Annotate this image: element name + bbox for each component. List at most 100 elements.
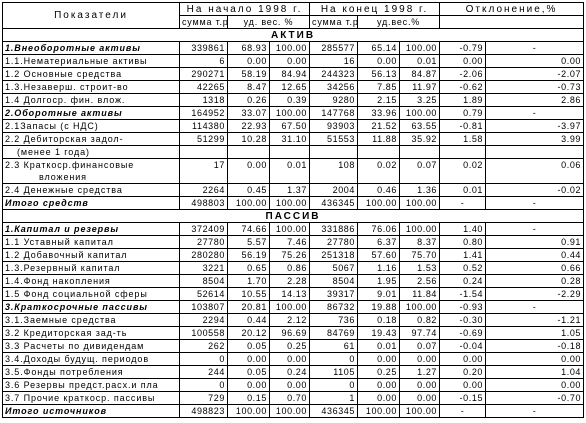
row-label: 1.Капитал и резервы [2,222,180,236]
cell-value: 0.00 [357,378,401,392]
cell-value: 0.18 [357,313,401,327]
cell-value: 0.44 [485,248,585,262]
table-row: 3.2 Кредиторская зад-ть 100558 20.12 96.69 8… [2,326,585,340]
cell-value: 498803 [179,196,228,210]
cell-value: 6 [179,54,228,68]
cell-value [227,145,270,159]
row-label: 3.7 Прочие краткоср. пассивы [2,391,180,405]
cell-value: 3221 [179,261,228,275]
cell-value: 1.05 [485,326,585,340]
cell-value: 100.00 [268,404,311,418]
cell-value: 1.58 [439,132,487,146]
table-row: Итого источников 498823 100.00 100.00 436345… [2,404,585,418]
cell-value: 372409 [179,222,228,236]
cell-value [439,145,487,159]
cell-value: 100.00 [357,196,401,210]
cell-value: 84.94 [268,67,311,81]
cell-value: - [485,222,585,236]
row-label: 3.5.Фонды потребления [2,365,180,379]
cell-value: 0.70 [268,391,311,405]
row-label: 1.1 Уставный капитал [2,235,180,249]
cell-value: 17 [179,158,228,171]
table-row: 1.2 Основные средства 290271 58.19 84.94 244… [2,67,585,81]
cell-value: 498823 [179,404,228,418]
cell-value: 100.00 [268,106,311,120]
cell-value: -0.02 [485,183,585,197]
cell-value: 0.00 [357,391,401,405]
cell-value: 0.44 [227,313,270,327]
cell-value: 31.10 [268,132,311,146]
table-row: 1.4 Долгоср. фин. влож. 1318 0.26 0.39 9280 2… [2,93,585,107]
table-row: 2.Оборотные активы 164952 33.07 100.00 14776… [2,106,585,120]
header-indicators: Показатели [2,2,180,29]
cell-value: 12.65 [268,80,311,94]
cell-value: 33.96 [357,106,401,120]
cell-value [227,171,270,184]
cell-value: -0.04 [439,339,487,353]
row-label: 2.1Запасы (с НДС) [2,119,180,133]
cell-value: 0.00 [227,352,270,366]
cell-value: 84769 [309,326,359,340]
table-row: 1.Внеоборотные активы 339861 68.93 100.00 28… [2,41,585,55]
cell-value: 0.26 [227,93,270,107]
cell-value: 0 [179,378,228,392]
cell-value [399,171,441,184]
cell-value: 0.00 [485,378,585,392]
cell-value: 285577 [309,41,359,55]
table-row: 2.1Запасы (с НДС) 114380 22.93 67.50 93903 21… [2,119,585,133]
cell-value: 84.87 [399,67,441,81]
cell-value: -0.15 [439,391,487,405]
cell-value: - [439,404,487,418]
table-row: 1.4.Фонд накопления 8504 1.70 2.28 8504 1.95 2… [2,274,585,288]
cell-value: 0.82 [399,313,441,327]
cell-value [357,145,401,159]
row-label: 1.2 Основные средства [2,67,180,81]
subheader-share-end: уд.вес.% [357,15,441,29]
cell-value: 56.19 [227,248,270,262]
table-row: 3.6 Резервы предст.расх.и пла 0 0.00 0.00 0 0… [2,378,585,392]
cell-value: 100.00 [399,106,441,120]
table-row: 2.2 Дебиторская задол- 51299 10.28 31.10 515… [2,132,585,146]
cell-value: - [439,196,487,210]
cell-value: 27780 [179,235,228,249]
cell-value: -0.30 [439,313,487,327]
row-label: 1.1.Нематериальные активы [2,54,180,68]
table-row: 3.Краткосрочные пассивы 103807 20.81 100.00… [2,300,585,314]
cell-value: -0.79 [439,41,487,55]
row-label: 1.5 Фонд социальной сферы [2,287,180,301]
cell-value: 0.65 [227,261,270,275]
cell-value: 35.92 [399,132,441,146]
cell-value: 0.52 [439,261,487,275]
cell-value: 68.93 [227,41,270,55]
cell-value: 0.24 [268,365,311,379]
cell-value: 100.00 [268,222,311,236]
cell-value: 11.88 [357,132,401,146]
cell-value: 76.06 [357,222,401,236]
row-label: Итого средств [2,196,180,210]
cell-value: 34256 [309,80,359,94]
cell-value: 0.39 [268,93,311,107]
cell-value [485,171,585,184]
cell-value: 100.00 [227,404,270,418]
cell-value: 42265 [179,80,228,94]
cell-value: 56.13 [357,67,401,81]
cell-value: 0.01 [439,183,487,197]
row-label: 3.2 Кредиторская зад-ть [2,326,180,340]
cell-value: 0.28 [485,274,585,288]
cell-value: - [485,196,585,210]
cell-value: 20.12 [227,326,270,340]
subheader-sum-end: сумма т.р. [309,15,359,29]
cell-value: 0.45 [227,183,270,197]
cell-value: 0.01 [399,54,441,68]
cell-value: 100558 [179,326,228,340]
cell-value: 244 [179,365,228,379]
cell-value: -0.62 [439,80,487,94]
cell-value: 7.46 [268,235,311,249]
cell-value: 280280 [179,248,228,262]
cell-value: 93903 [309,119,359,133]
cell-value: 147768 [309,106,359,120]
cell-value: 86732 [309,300,359,314]
cell-value: 0.00 [357,352,401,366]
cell-value: 0.46 [357,183,401,197]
cell-value: 0.20 [439,365,487,379]
